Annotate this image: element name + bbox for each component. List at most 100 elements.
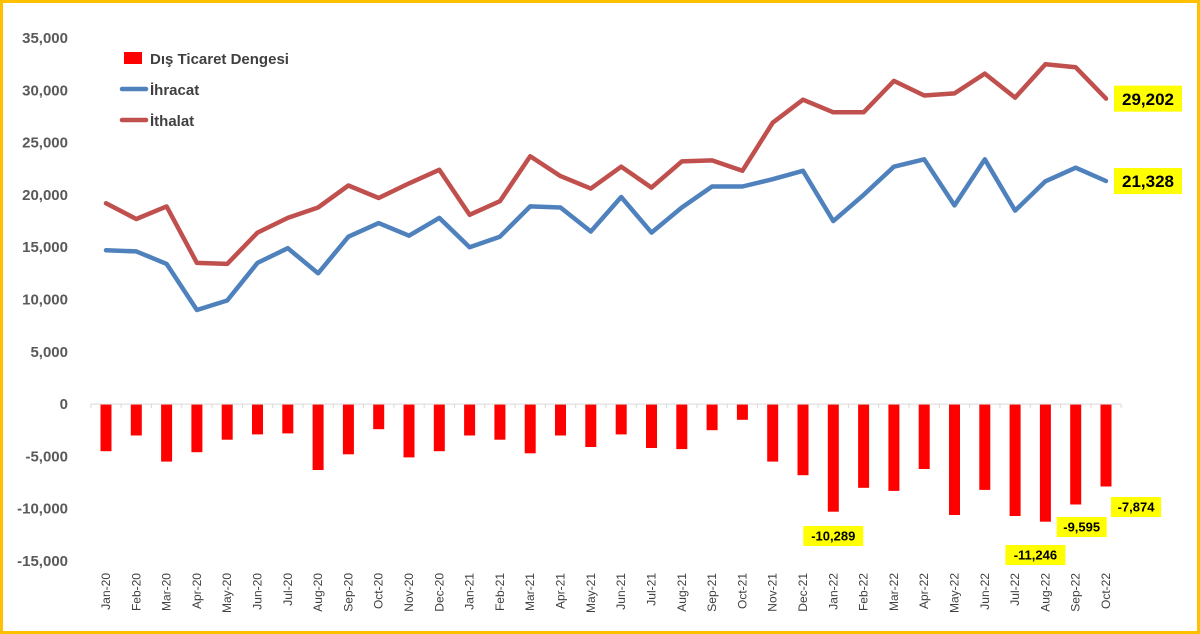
bar-Sep-22	[1070, 404, 1082, 505]
x-tick-label: Nov-20	[402, 573, 416, 612]
x-tick-label: Jul-20	[281, 573, 295, 606]
legend-swatch	[124, 52, 142, 64]
bar-Sep-21	[706, 404, 718, 431]
x-tick-label: May-22	[947, 573, 961, 613]
y-tick-label: -5,000	[25, 448, 68, 465]
callout-box	[1111, 497, 1161, 517]
x-tick-label: Oct-22	[1099, 573, 1113, 609]
callout-box	[803, 526, 864, 546]
callout-box	[1114, 85, 1182, 112]
bar-Aug-20	[312, 404, 324, 470]
series-line-İhracat	[103, 157, 1109, 313]
x-tick-label: Sep-20	[341, 573, 355, 612]
line-series	[103, 61, 1109, 313]
x-tick-label: Jul-21	[644, 573, 658, 606]
x-tick-label: Jan-20	[99, 573, 113, 610]
x-axis-labels: Jan-20 Feb-20 Mar-20 Apr-20 May-20 Jun-20 Jul-…	[99, 573, 1113, 613]
bar-Jun-22	[979, 404, 991, 490]
bar-May-21	[585, 404, 597, 447]
y-tick-label: -10,000	[17, 501, 68, 518]
bar-Sep-20	[342, 404, 354, 455]
x-tick-label: Apr-22	[917, 573, 931, 609]
x-tick-label: May-20	[220, 573, 234, 613]
bar-Apr-20	[191, 404, 203, 453]
x-tick-label: Jan-22	[826, 573, 840, 610]
x-tick-label: Nov-21	[766, 573, 780, 612]
bar-Oct-20	[373, 404, 385, 430]
y-tick-label: 0	[60, 396, 68, 413]
bar-Oct-22	[1100, 404, 1112, 487]
bar-May-20	[221, 404, 233, 440]
x-tick-label: Feb-20	[129, 573, 143, 611]
x-tick-label: Feb-22	[857, 573, 871, 611]
x-tick-label: Dec-21	[796, 573, 810, 612]
x-tick-label: Mar-22	[887, 573, 901, 611]
bar-Jul-22	[1009, 404, 1021, 516]
legend-label: Dış Ticaret Dengesi	[150, 51, 289, 68]
callout-box	[1005, 545, 1066, 565]
bar-Nov-21	[767, 404, 779, 462]
bar-Jan-21	[464, 404, 476, 436]
x-tick-label: Apr-20	[190, 573, 204, 609]
x-tick-label: Sep-22	[1069, 573, 1083, 612]
bar-Jan-20	[100, 404, 112, 452]
callout-label: -9,595	[1063, 520, 1100, 535]
x-tick-label: Jan-21	[463, 573, 477, 610]
callout-label: 21,328	[1122, 172, 1174, 191]
bar-Aug-21	[676, 404, 688, 450]
x-tick-label: Mar-20	[160, 573, 174, 611]
bar-Jun-20	[252, 404, 263, 435]
callout-box	[1056, 517, 1107, 537]
callout-label: 29,202	[1122, 90, 1174, 109]
bar-Aug-22	[1039, 404, 1051, 522]
y-tick-label: -15,000	[17, 553, 68, 570]
bar-Mar-21	[524, 404, 536, 454]
callout-label: -10,289	[811, 529, 855, 544]
x-tick-label: Aug-22	[1038, 573, 1052, 612]
bar-Jan-22	[827, 404, 839, 512]
x-tick-label: Apr-21	[554, 573, 568, 609]
callout-label: -7,874	[1118, 500, 1156, 515]
series-line-İthalat	[103, 61, 1109, 267]
y-tick-label: 35,000	[22, 30, 68, 47]
x-tick-label: Sep-21	[705, 573, 719, 612]
x-tick-label: Aug-20	[311, 573, 325, 612]
bar-Oct-21	[736, 404, 748, 420]
legend: Dış Ticaret Dengesi İhracat İthalat	[119, 51, 289, 130]
y-tick-label: 30,000	[22, 82, 68, 99]
bar-Feb-21	[494, 404, 506, 440]
x-tick-label: Dec-20	[432, 573, 446, 612]
bar-series	[100, 404, 1112, 522]
bar-Jul-21	[646, 404, 657, 448]
x-tick-label: Oct-21	[735, 573, 749, 609]
bar-Mar-20	[161, 404, 173, 462]
bar-Dec-20	[433, 404, 445, 452]
x-tick-label: Aug-21	[675, 573, 689, 612]
legend-label: İthalat	[150, 113, 194, 130]
y-tick-label: 25,000	[22, 135, 68, 152]
y-tick-label: 5,000	[30, 344, 68, 361]
bar-Feb-20	[130, 404, 142, 436]
y-tick-label: 15,000	[22, 239, 68, 256]
bar-Apr-22	[918, 404, 930, 469]
bar-May-22	[949, 404, 960, 515]
legend-label: İhracat	[150, 82, 199, 99]
x-tick-label: Jun-20	[251, 573, 265, 610]
y-tick-label: 20,000	[22, 187, 68, 204]
bar-Jul-20	[282, 404, 294, 434]
bar-Feb-22	[858, 404, 870, 488]
bar-Jun-21	[615, 404, 627, 435]
y-tick-label: 10,000	[22, 292, 68, 309]
x-tick-label: Jun-21	[614, 573, 628, 610]
x-tick-label: Feb-21	[493, 573, 507, 611]
x-tick-label: Oct-20	[372, 573, 386, 609]
callout-box	[1114, 168, 1182, 195]
x-tick-label: Jul-22	[1008, 573, 1022, 606]
x-tick-label: May-21	[584, 573, 598, 613]
x-tick-label: Mar-21	[523, 573, 537, 611]
bar-Mar-22	[888, 404, 900, 491]
bar-Nov-20	[403, 404, 415, 458]
bar-Apr-21	[555, 404, 566, 436]
